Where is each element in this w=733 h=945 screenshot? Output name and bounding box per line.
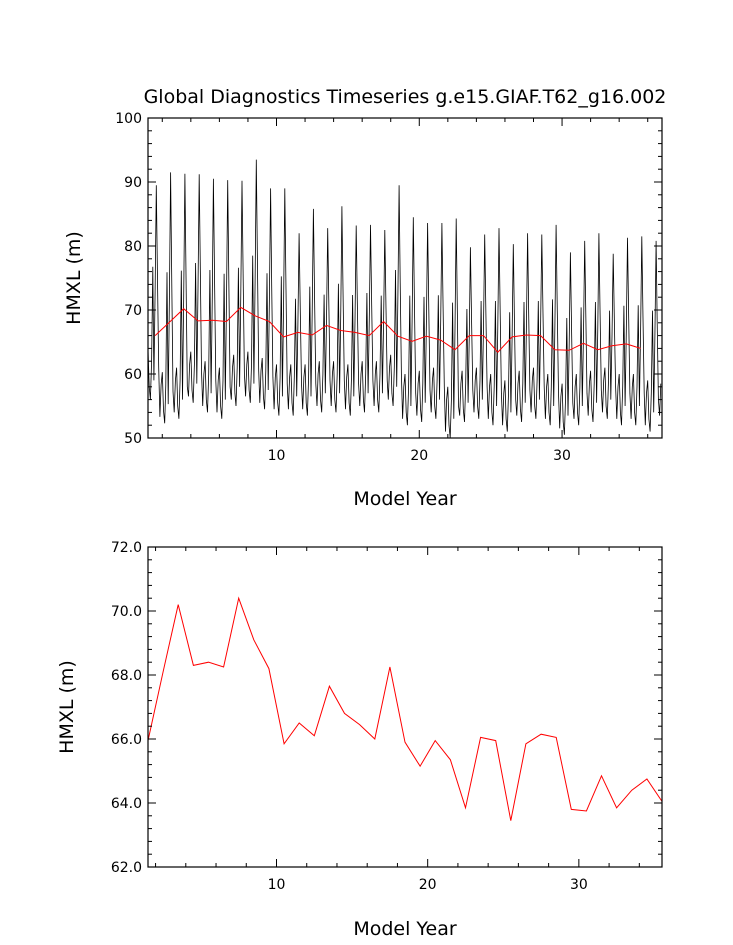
series-layer <box>147 596 663 821</box>
monthly-series-line <box>147 159 662 439</box>
y-tick-labels: 62.0 64.0 66.0 68.0 70.0 72.0 <box>111 540 142 876</box>
x-tick-label: 30 <box>570 877 588 893</box>
x-tick-label: 10 <box>268 448 286 464</box>
y-tick-label: 64.0 <box>111 796 142 812</box>
timeseries-panel: Global Diagnostics Timeseries g.e15.GIAF… <box>63 86 666 510</box>
x-tick-label: 10 <box>268 877 286 893</box>
series-layer <box>147 159 662 439</box>
x-axis-label: Model Year <box>353 488 457 510</box>
y-tick-label: 60 <box>124 367 142 383</box>
y-axis-label: HMXL (m) <box>63 231 85 325</box>
y-tick-label: 70.0 <box>111 604 142 620</box>
x-tick-label: 30 <box>553 448 571 464</box>
plot-frame <box>147 117 663 439</box>
axis-ticks <box>148 117 662 439</box>
y-tick-labels: 50 60 70 80 90 100 <box>115 111 142 447</box>
y-tick-label: 72.0 <box>111 540 142 556</box>
y-tick-label: 68.0 <box>111 668 142 684</box>
x-tick-labels: 10 20 30 <box>268 877 588 893</box>
annual-mean-line <box>154 306 641 353</box>
annual-mean-panel: 62.0 64.0 66.0 68.0 70.0 72.0 10 20 30 Model Ye… <box>56 540 663 940</box>
y-tick-label: 50 <box>124 431 142 447</box>
y-tick-label: 90 <box>124 175 142 191</box>
x-tick-labels: 10 20 30 <box>268 448 571 464</box>
y-tick-label: 80 <box>124 239 142 255</box>
axis-ticks <box>148 546 662 868</box>
y-axis-label: HMXL (m) <box>56 660 78 754</box>
y-tick-label: 100 <box>115 111 142 127</box>
chart-title: Global Diagnostics Timeseries g.e15.GIAF… <box>144 86 667 108</box>
plot-frame <box>147 546 663 868</box>
x-axis-label: Model Year <box>353 918 457 940</box>
x-tick-label: 20 <box>419 877 437 893</box>
annual-mean-line <box>147 596 663 821</box>
y-tick-label: 66.0 <box>111 732 142 748</box>
x-tick-label: 20 <box>410 448 428 464</box>
y-tick-label: 70 <box>124 303 142 319</box>
y-tick-label: 62.0 <box>111 860 142 876</box>
